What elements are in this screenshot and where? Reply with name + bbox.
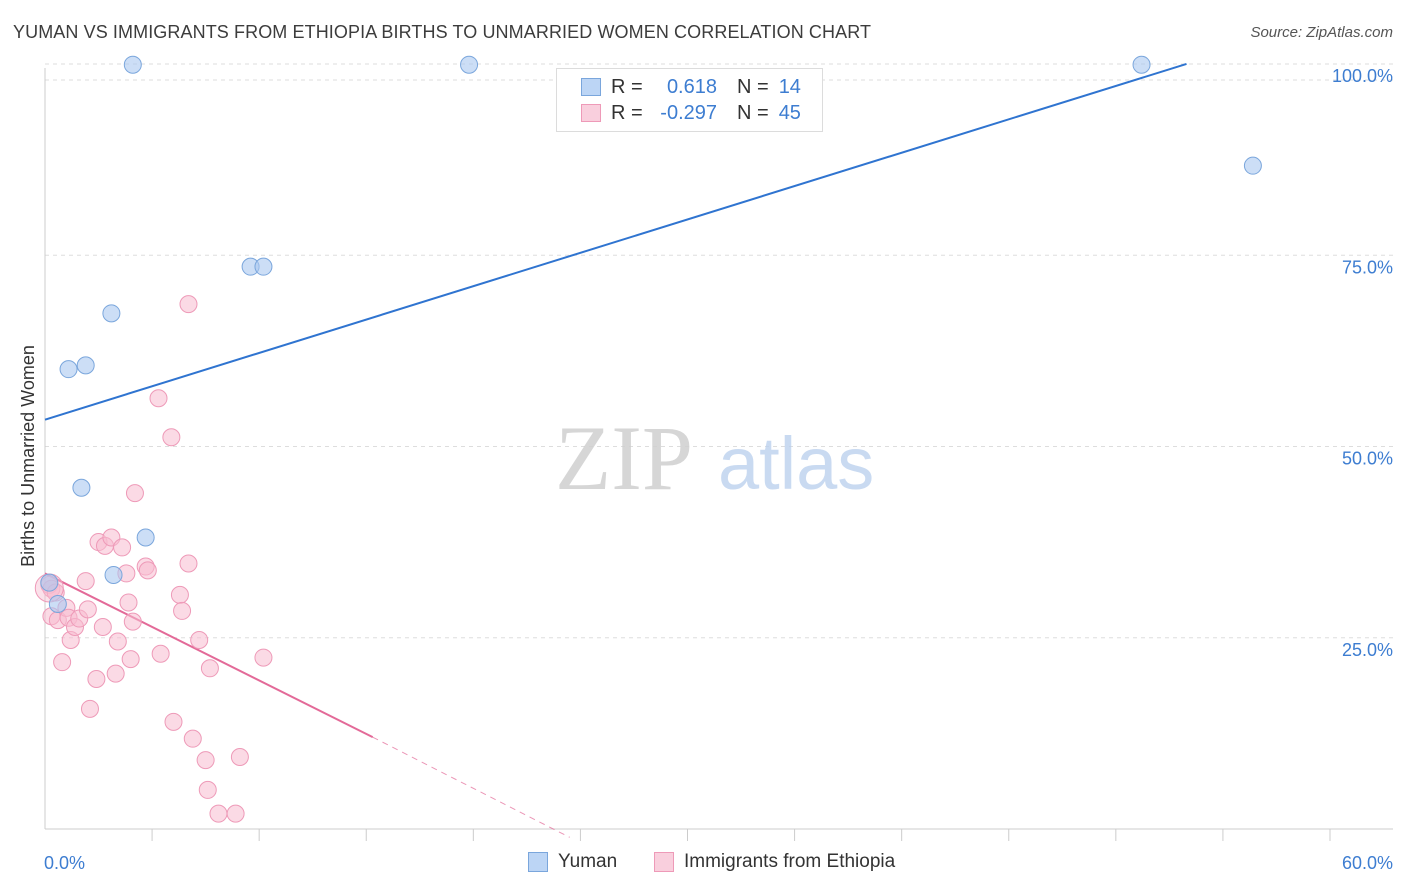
series-legend: Yuman Immigrants from Ethiopia [0,851,1406,877]
y-tick-label: 25.0% [1342,640,1393,660]
ethiopia-point [80,699,99,718]
ethiopia-point [254,648,273,667]
x-tick-label: 60.0% [1342,853,1393,873]
ethiopia-trend-line [44,572,374,739]
trend-lines [44,62,1187,838]
legend-r-label: R = [611,101,643,124]
ethiopia-point [200,659,219,678]
ethiopia-point [53,653,72,672]
ethiopia-point [170,585,189,604]
legend-n-value: 45 [778,101,801,124]
watermark-atlas: atlas [718,422,874,505]
yuman-point [48,595,67,614]
yuman-point [76,356,95,375]
ethiopia-point [121,650,140,669]
y-axis-label: Births to Unmarried Women [18,345,38,567]
legend-label-ethiopia: Immigrants from Ethiopia [684,851,896,872]
chart-title: YUMAN VS IMMIGRANTS FROM ETHIOPIA BIRTHS… [13,22,872,42]
ethiopia-point [106,664,125,683]
ethiopia-point [198,780,217,799]
ethiopia-swatch [581,104,601,122]
ethiopia-legend-swatch [654,852,674,872]
ethiopia-point [209,804,228,823]
ethiopia-point [173,601,192,620]
legend-n-label: N = [737,101,769,124]
ethiopia-point [179,554,198,573]
ethiopia-point [151,644,170,663]
yuman-point [123,55,142,74]
ethiopia-trend-extension [372,736,570,838]
x-tick-label: 0.0% [44,853,85,873]
ethiopia-point [162,428,181,447]
watermark: ZIP atlas [555,407,874,509]
ethiopia-point [196,751,215,770]
y-tick-label: 50.0% [1342,449,1393,469]
yuman-swatch [581,78,601,96]
yuman-point [72,478,91,497]
legend-row-ethiopia: R = -0.297 N = 45 [581,101,801,125]
legend-row-yuman: R = 0.618 N = 14 [581,75,801,99]
yuman-point [136,528,155,547]
yuman-point [1243,156,1262,175]
axis-labels: 25.0% 50.0% 75.0% 100.0% 0.0% 60.0% Births to … [18,66,1393,873]
yuman-trend-line [44,62,1187,421]
ethiopia-point [113,538,132,557]
ethiopia-point [119,593,138,612]
yuman-point [1132,55,1151,74]
ethiopia-point [190,630,209,649]
yuman-point [254,257,273,276]
ethiopia-point [230,748,249,767]
legend-r-value: 0.618 [666,75,717,98]
yuman-point [59,360,78,379]
ethiopia-point [93,617,112,636]
yuman-point [460,55,479,74]
ethiopia-point [226,804,245,823]
ethiopia-point [76,572,95,591]
ethiopia-point [123,612,142,631]
legend-r-label: R = [611,75,643,98]
source-label: Source: ZipAtlas.com [1250,24,1393,41]
axes [44,68,1393,841]
ethiopia-point [125,484,144,503]
grid-lines [45,63,1393,639]
ethiopia-point [183,729,202,748]
legend-item-ethiopia: Immigrants from Ethiopia [654,851,895,873]
legend-r-value: -0.297 [660,101,717,124]
ethiopia-point [149,389,168,408]
legend-label-yuman: Yuman [558,851,618,872]
legend-n-label: N = [737,75,769,98]
y-tick-label: 75.0% [1342,257,1393,277]
yuman-point [102,304,121,323]
ethiopia-point [87,669,106,688]
ethiopia-point [164,712,183,731]
watermark-zip: ZIP [555,407,693,509]
yuman-point [104,565,123,584]
ethiopia-point [78,600,97,619]
legend-item-yuman: Yuman [528,851,617,873]
y-tick-label: 100.0% [1332,66,1393,86]
yuman-legend-swatch [528,852,548,872]
yuman-point [40,573,59,592]
ethiopia-point [108,632,127,651]
ethiopia-point [138,561,157,580]
data-points [34,55,1262,823]
stats-legend: R = 0.618 N = 14 R = -0.297 N = 45 [556,68,823,132]
ethiopia-point [179,295,198,314]
legend-n-value: 14 [778,75,801,98]
